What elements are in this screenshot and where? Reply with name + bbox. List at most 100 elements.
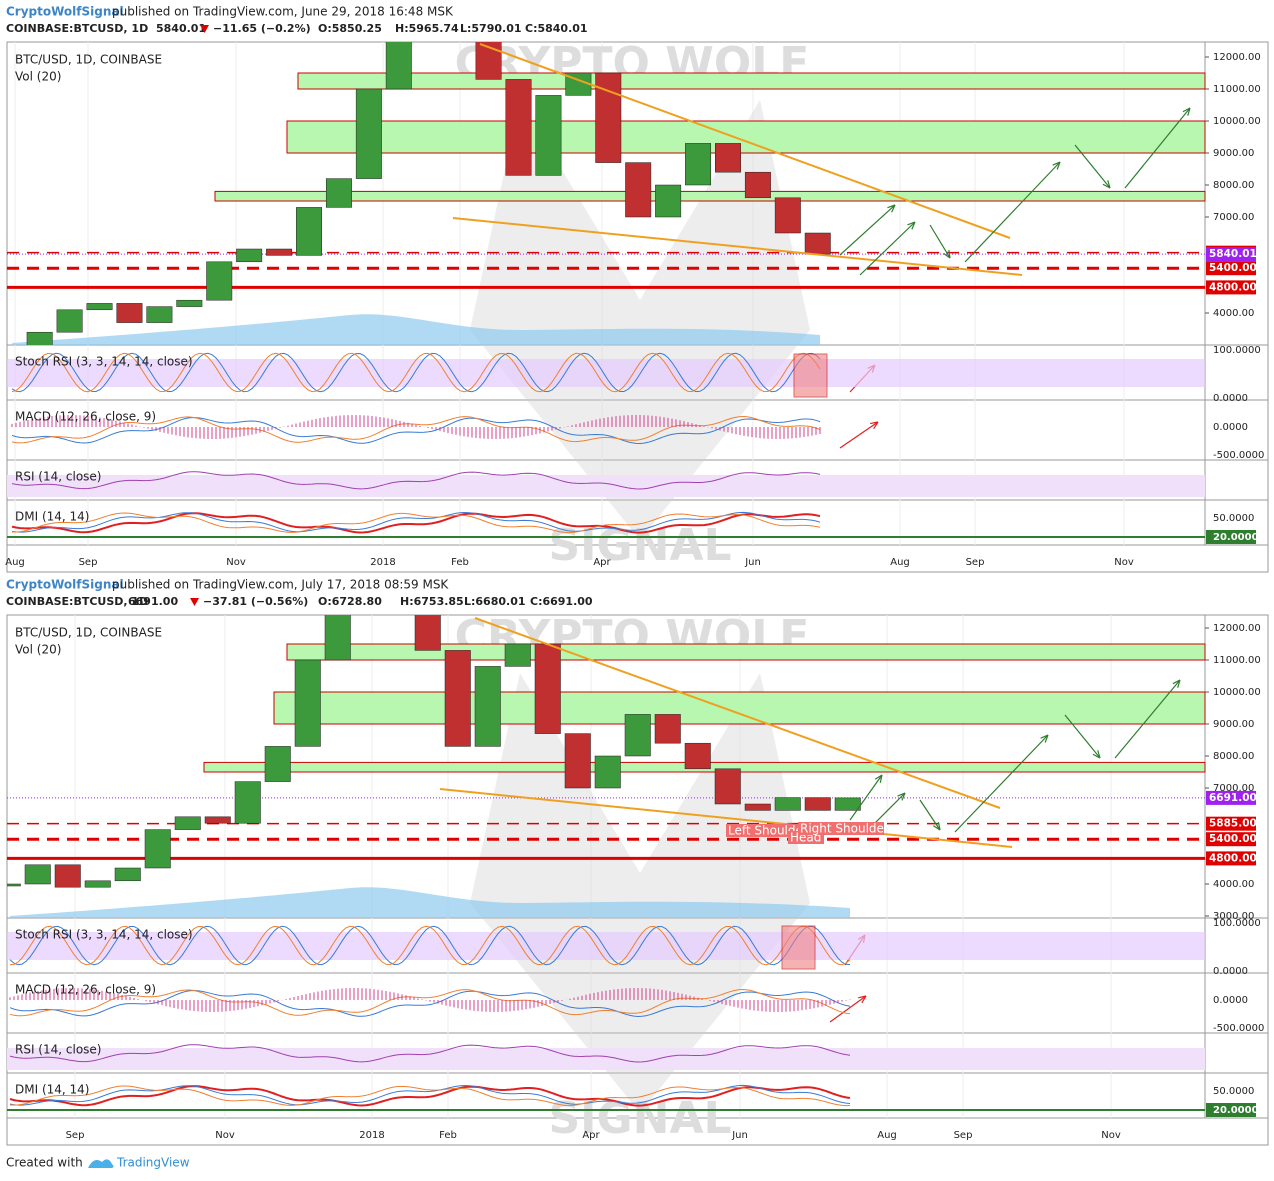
indicator-tick-label: 0.0000 [1213,393,1248,404]
candle [325,178,352,208]
indicator-arrow [829,995,867,1023]
level-label-bg [1206,530,1256,544]
candle [744,171,771,199]
indicator-line [9,1085,851,1107]
header-high: H:6753.85 [400,595,464,608]
resistance-zone [297,72,1206,90]
price-tick-label: 9000.00 [1213,148,1254,159]
candle [176,299,203,307]
trend-line [439,788,1013,848]
indicator-tick-label: 20.0000 [1213,1105,1259,1116]
candle [654,714,681,744]
volume-area [10,887,850,918]
date-label: Feb [439,1130,457,1141]
candle [534,643,561,734]
date-label: Aug [877,1130,897,1141]
candle [714,768,741,805]
projection-arrow [954,734,1049,833]
header-low: L:6680.01 [464,595,526,608]
date-label: Sep [966,557,985,568]
date-label: Aug [5,557,25,568]
header-open: O:5850.25 [318,22,382,35]
pane-title: BTC/USD, 1D, COINBASE [15,53,162,67]
indicator-line [9,925,851,966]
oversold-box [781,925,816,970]
candle [595,72,622,163]
candle [474,666,501,747]
candle [535,95,562,176]
price-tick-label: 8000.00 [1213,751,1254,762]
indicator-line [9,1044,851,1063]
date-label: Feb [451,557,469,568]
indicator-arrow-head [870,421,879,430]
date-label: Sep [66,1130,85,1141]
projection-arrow-head [874,774,883,783]
date-label: Aug [890,557,910,568]
indicator-tick-label: 0.0000 [1213,966,1248,977]
candle [114,867,141,882]
footer-text: Created with [6,1156,83,1170]
oversold-box [793,353,828,398]
date-label: 2018 [359,1130,384,1141]
projection-arrow-head [943,249,951,259]
projection-arrow-head [932,822,941,831]
indicator-title: MACD (12, 26, close, 9) [15,983,156,997]
indicator-title: RSI (14, close) [15,470,101,484]
candle [204,816,231,824]
projection-arrow [1124,107,1191,189]
projection-arrow-head [897,792,906,801]
candle [26,331,53,345]
chart-frame [6,614,1269,1146]
candle [684,742,711,770]
watermark: SIGNAL [548,1093,731,1144]
projection-arrow-head [1182,107,1191,116]
price-label: 5840.01 [1209,248,1257,260]
trend-line [452,217,1023,276]
resistance-zone [214,190,1206,202]
projection-arrow-head [907,221,916,230]
projection-arrow-head [1052,161,1061,170]
indicator-title: MACD (12, 26, close, 9) [15,410,156,424]
date-label: Apr [593,557,611,568]
volume-area [12,314,820,345]
price-label-bg [1206,851,1256,866]
candle [54,864,81,888]
candle [7,883,21,887]
pane-title: BTC/USD, 1D, COINBASE [15,626,162,640]
projection-arrow [849,774,883,821]
price-label-bg [1206,790,1256,805]
projection-arrow [1064,714,1101,759]
indicator-arrow [839,421,879,449]
volume-title: Vol (20) [15,643,61,657]
annotation-bg [798,822,884,835]
candle [564,733,591,789]
pattern-annotation: Right Shoulder [800,822,889,836]
indicator-tick-label: 0.0000 [1213,422,1248,433]
candle [56,309,83,333]
price-label-bg [1206,261,1256,276]
candle [444,650,471,747]
candle [385,42,412,90]
date-label: Sep [954,1130,973,1141]
indicator-line [11,471,821,490]
price-tick-label: 7000.00 [1213,783,1254,794]
candle [504,643,531,667]
candle [804,232,831,255]
candle [744,803,771,811]
candle [685,143,712,186]
indicator-tick-label: 0.0000 [1213,995,1248,1006]
candles [26,42,831,345]
indicator-tick-label: 50.0000 [1213,513,1254,524]
published: published on TradingView.com, June 29, 2… [112,5,454,19]
header-low: L:5790.01 [460,22,522,35]
candle [355,88,382,179]
indicator-tick-label: -500.0000 [1213,450,1264,461]
trend-line [474,617,1001,809]
stoch-band [7,359,1205,387]
candle [296,207,322,256]
price-label-bg [1206,816,1256,831]
price-tick-label: 3000.00 [1213,911,1254,922]
price-label: 5885.00 [1209,818,1257,830]
date-label: Sep [79,557,98,568]
price-label: 5400.00 [1209,262,1257,274]
